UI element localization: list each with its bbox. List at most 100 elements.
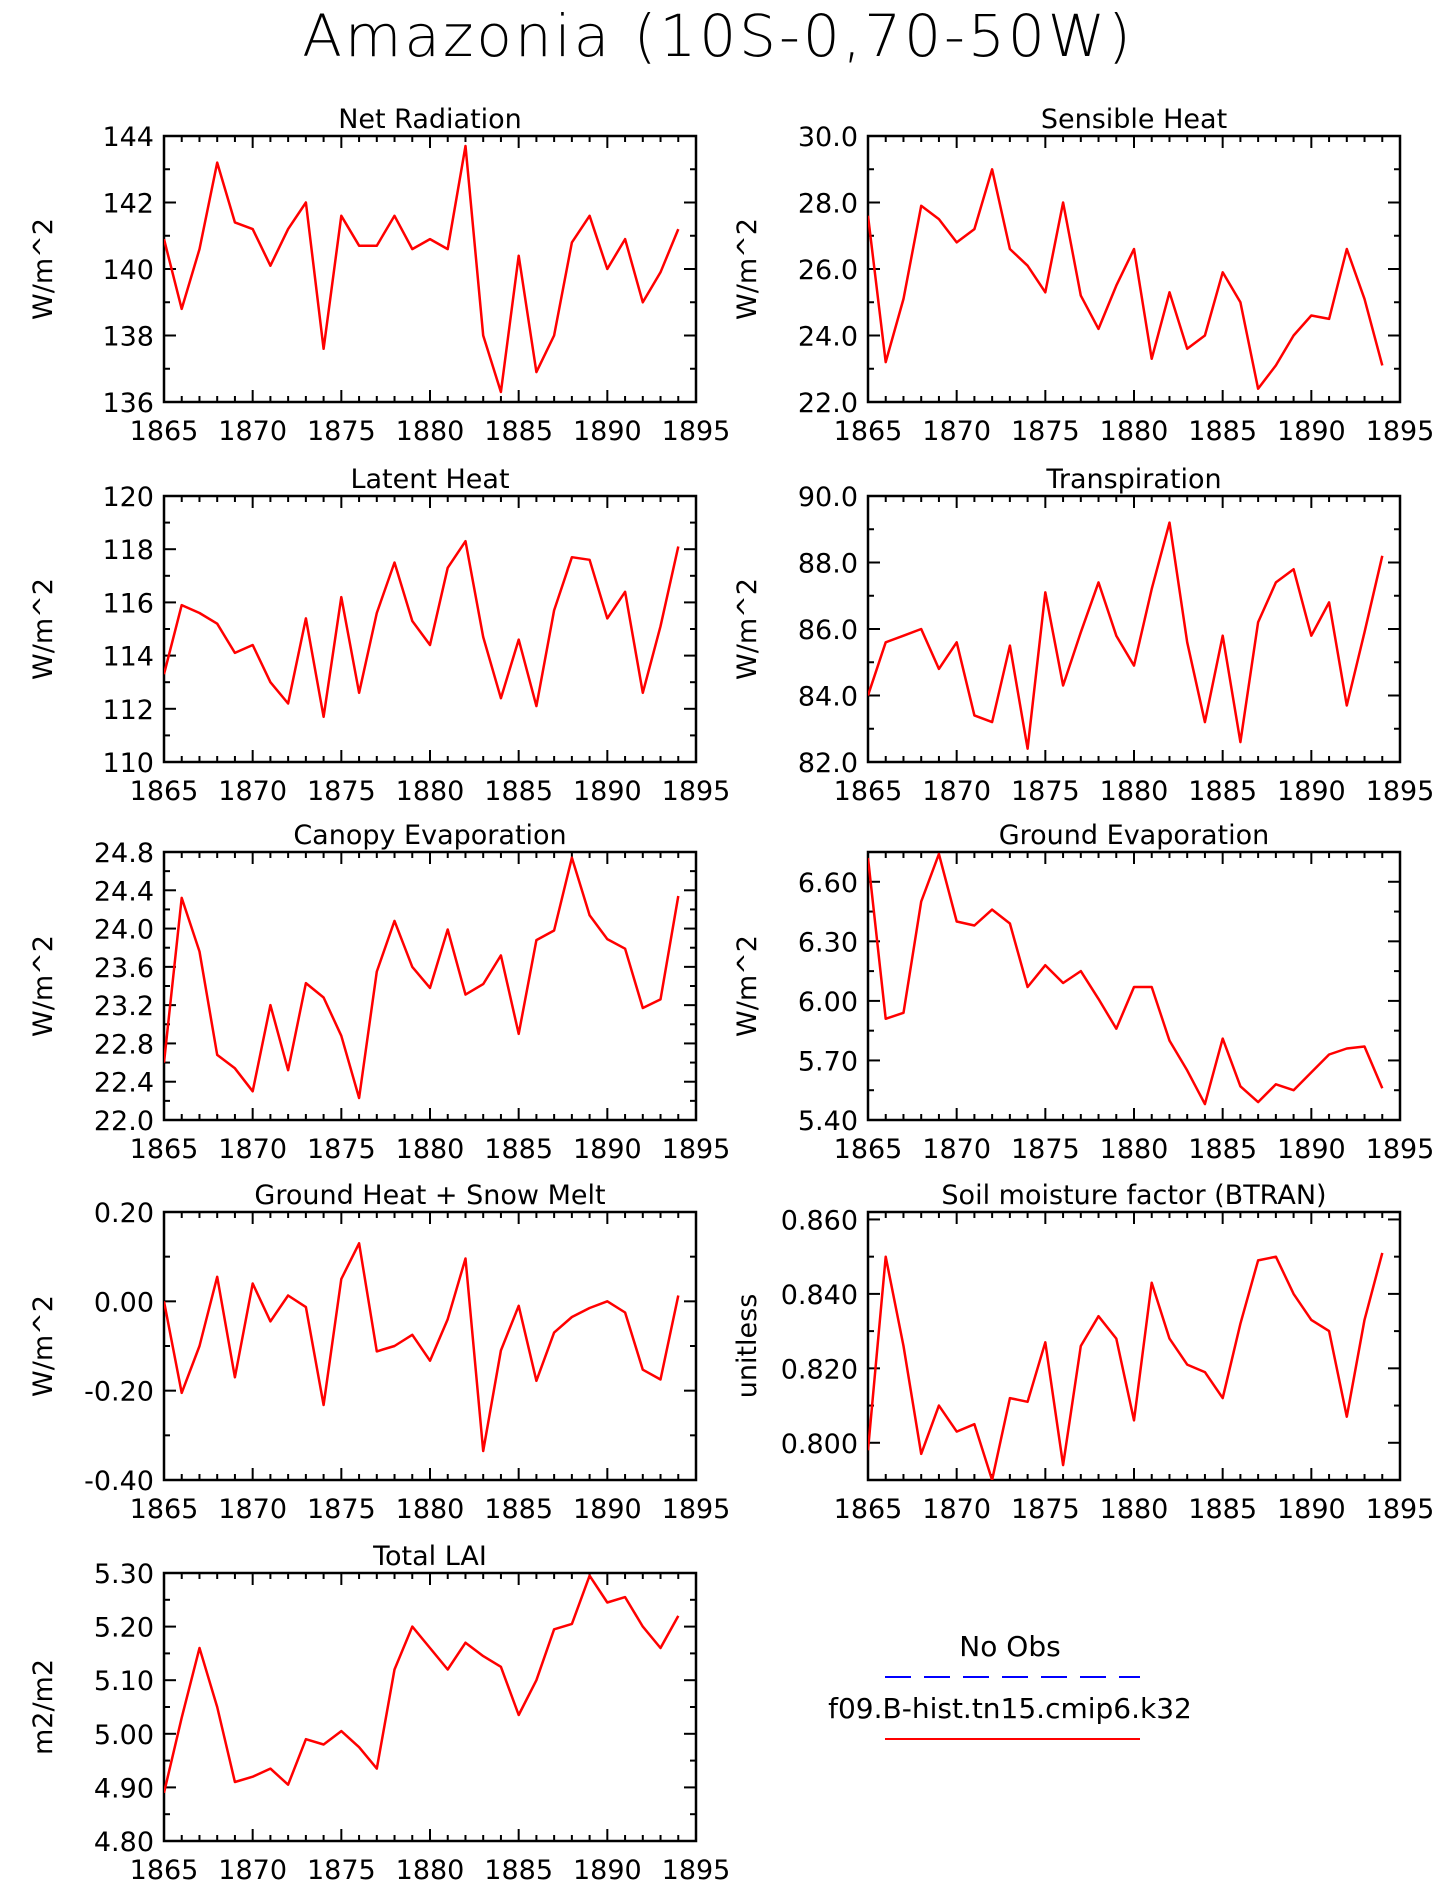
- y-tick-label: -0.40: [84, 1466, 154, 1497]
- panel-canopy-evaporation: Canopy Evaporation W/m^2 1865 1870 1875 1880 1…: [28, 820, 730, 1165]
- plot-frame: [162, 1210, 698, 1482]
- y-tick-label: 5.70: [798, 1046, 858, 1077]
- x-tick-label: 1885: [1188, 776, 1257, 807]
- x-tick-label: 1865: [834, 416, 903, 447]
- y-tick-label: 4.90: [94, 1773, 154, 1804]
- y-tick-label: 0.840: [781, 1280, 858, 1311]
- y-tick-label: 88.0: [798, 549, 858, 580]
- x-tick-label: 1895: [1366, 416, 1435, 447]
- x-tick-label: 1895: [662, 416, 731, 447]
- y-tick-label: 114: [102, 642, 154, 673]
- panel-net-radiation: Net Radiation W/m^2 1865 1870 1875 1880 1885 18…: [28, 104, 730, 447]
- x-tick-label: 1880: [396, 416, 465, 447]
- panel-ground-evaporation: Ground Evaporation W/m^2 1865 1870 1875 1880 1…: [732, 820, 1434, 1165]
- y-tick-label: 0.800: [781, 1429, 858, 1460]
- x-tick-label: 1870: [922, 416, 991, 447]
- x-tick-label: 1885: [484, 416, 553, 447]
- y-tick-label: 5.40: [798, 1106, 858, 1137]
- plot-frame: [162, 494, 698, 764]
- y-tick-label: 0.00: [94, 1287, 154, 1318]
- panel-title: Transpiration: [1045, 464, 1221, 495]
- y-tick-label: 5.20: [94, 1613, 154, 1644]
- x-tick-label: 1865: [130, 1494, 199, 1525]
- plot-frame: [866, 134, 1402, 404]
- series-line: [868, 521, 1384, 750]
- x-tick-label: 1890: [573, 1134, 642, 1165]
- x-tick-label: 1885: [484, 1494, 553, 1525]
- y-tick-label: 138: [102, 322, 154, 353]
- legend: No Obs f09.B-hist.tn15.cmip6.k32: [828, 1630, 1192, 1740]
- y-tick-label: 22.0: [94, 1106, 154, 1137]
- y-tick-label: 120: [102, 482, 154, 513]
- x-tick-label: 1895: [1366, 1494, 1435, 1525]
- x-tick-label: 1890: [1277, 776, 1346, 807]
- y-tick-label: 24.4: [94, 876, 154, 907]
- x-tick-label: 1870: [218, 1134, 287, 1165]
- y-tick-label: 4.80: [94, 1827, 154, 1858]
- plot-frame: [866, 1210, 1402, 1482]
- x-tick-label: 1875: [307, 416, 376, 447]
- x-tick-label: 1890: [573, 1855, 642, 1886]
- x-tick-label: 1865: [834, 776, 903, 807]
- x-tick-label: 1865: [834, 1494, 903, 1525]
- y-tick-label: 144: [102, 122, 154, 153]
- legend-obs-label: No Obs: [959, 1630, 1060, 1663]
- x-tick-label: 1875: [1011, 1134, 1080, 1165]
- x-tick-label: 1880: [1100, 1494, 1169, 1525]
- legend-model-label: f09.B-hist.tn15.cmip6.k32: [828, 1692, 1192, 1725]
- y-tick-label: 5.30: [94, 1559, 154, 1590]
- y-axis-label: W/m^2: [732, 935, 763, 1037]
- x-tick-label: 1895: [1366, 1134, 1435, 1165]
- y-tick-label: 24.0: [94, 915, 154, 946]
- x-tick-label: 1885: [1188, 1494, 1257, 1525]
- x-tick-label: 1880: [1100, 1134, 1169, 1165]
- plot-frame: [866, 494, 1402, 764]
- panel-title: Sensible Heat: [1041, 104, 1227, 135]
- x-tick-label: 1890: [573, 776, 642, 807]
- x-tick-label: 1870: [922, 776, 991, 807]
- y-tick-label: 23.6: [94, 953, 154, 984]
- y-tick-label: 28.0: [798, 189, 858, 220]
- series-line: [164, 1574, 680, 1794]
- y-tick-label: 26.0: [798, 255, 858, 286]
- y-tick-label: 5.00: [94, 1720, 154, 1751]
- x-tick-label: 1865: [130, 416, 199, 447]
- y-axis-label: W/m^2: [732, 218, 763, 320]
- y-tick-label: 84.0: [798, 682, 858, 713]
- series-line: [868, 852, 1384, 1106]
- x-tick-label: 1865: [834, 1134, 903, 1165]
- x-tick-label: 1890: [1277, 1494, 1346, 1525]
- panel-title: Latent Heat: [350, 464, 509, 495]
- x-tick-label: 1890: [573, 1494, 642, 1525]
- x-tick-label: 1890: [573, 416, 642, 447]
- figure-title: Amazonia (10S-0,70-50W): [302, 2, 1134, 70]
- panel-title: Net Radiation: [338, 104, 522, 135]
- x-tick-label: 1880: [396, 1494, 465, 1525]
- plot-frame: [162, 134, 698, 404]
- x-tick-label: 1875: [1011, 776, 1080, 807]
- x-tick-label: 1865: [130, 1134, 199, 1165]
- y-axis-label: W/m^2: [28, 218, 59, 320]
- x-tick-label: 1880: [1100, 416, 1169, 447]
- y-tick-label: 22.4: [94, 1068, 154, 1099]
- x-tick-label: 1870: [218, 776, 287, 807]
- panel-title: Total LAI: [372, 1541, 487, 1572]
- x-tick-label: 1895: [1366, 776, 1435, 807]
- x-tick-label: 1870: [922, 1134, 991, 1165]
- x-tick-label: 1895: [662, 1134, 731, 1165]
- y-tick-label: 90.0: [798, 482, 858, 513]
- x-tick-label: 1870: [218, 1494, 287, 1525]
- x-tick-label: 1865: [130, 1855, 199, 1886]
- y-tick-label: 0.20: [94, 1198, 154, 1229]
- x-tick-label: 1870: [218, 1855, 287, 1886]
- y-tick-label: -0.20: [84, 1377, 154, 1408]
- series-line: [164, 1242, 680, 1453]
- y-tick-label: 118: [102, 535, 154, 566]
- panel-title: Canopy Evaporation: [293, 820, 566, 851]
- x-tick-label: 1895: [662, 1855, 731, 1886]
- y-tick-label: 24.8: [94, 838, 154, 869]
- plot-frame: [162, 1571, 698, 1843]
- x-tick-label: 1870: [218, 416, 287, 447]
- y-axis-label: W/m^2: [28, 578, 59, 680]
- x-tick-label: 1880: [396, 1855, 465, 1886]
